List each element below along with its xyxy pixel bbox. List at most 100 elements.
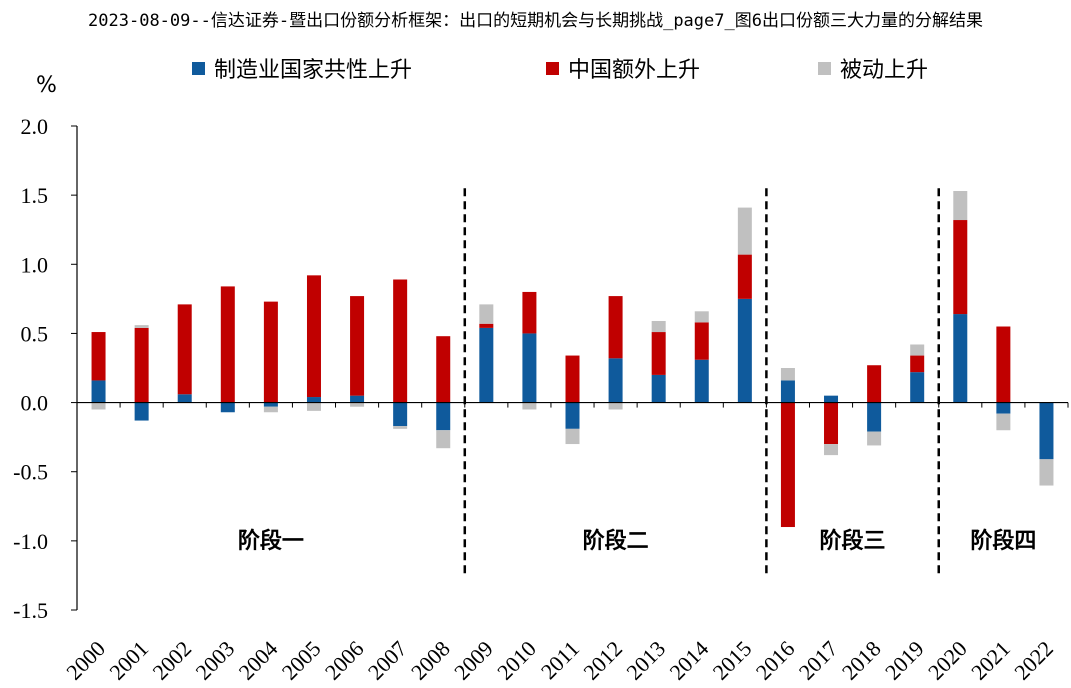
bar-segment [694,311,709,323]
stage-label: 阶段一 [238,528,304,554]
bar-segment [565,428,580,445]
bar-segment [996,326,1011,403]
x-tick-label: 2016 [751,636,800,685]
x-tick-label: 2017 [794,636,843,685]
x-tick-label: 2001 [104,636,153,685]
bar-segment [867,365,882,403]
x-tick-label: 2010 [492,636,541,685]
x-tick-label: 2009 [449,636,498,685]
bar-segment [479,323,494,328]
stage-label: 阶段四 [970,528,1036,554]
legend: 制造业国家共性上升 中国额外上升 被动上升 [192,58,928,83]
bar-segment [436,430,451,449]
bar-segment [824,444,839,456]
bar-segment [824,402,839,445]
y-tick-label: 2.0 [21,114,49,139]
bar-segment [263,406,278,413]
bar-segment [608,402,623,410]
y-tick-label: -0.5 [13,460,48,485]
bar-segment [177,304,192,395]
bar-segment [306,397,321,403]
bar-segment [220,402,235,413]
bar-segment [263,301,278,403]
bar-segment [824,395,839,403]
bar-segment [350,402,365,407]
y-tick-label: -1.0 [13,529,48,554]
bars [91,190,1054,528]
bar-segment [1039,459,1054,486]
bar-segment [953,220,968,315]
bar-segment [134,327,149,403]
x-tick-label: 2005 [277,636,326,685]
x-tick-label: 2004 [234,636,283,685]
stage-label: 阶段二 [583,528,649,554]
bar-segment [91,380,106,403]
bar-segment [608,296,623,359]
legend-label: 被动上升 [840,58,928,83]
bar-segment [306,275,321,398]
legend-swatch [192,62,205,75]
bar-segment [263,402,278,407]
bar-segment [522,291,537,334]
legend-swatch [818,62,831,75]
x-tick-label: 2007 [363,636,412,685]
bar-segment [91,402,106,410]
axes [76,126,1069,610]
bar-segment [350,395,365,403]
x-tick-label: 2011 [536,636,584,684]
x-tick-labels: 2000200120022003200420052006200720082009… [61,636,1058,685]
bar-segment [565,402,580,429]
x-tick-label: 2020 [923,636,972,685]
bar-segment [608,358,623,403]
bar-segment [134,402,149,421]
x-tick-label: 2018 [837,636,886,685]
bar-segment [436,336,451,403]
x-tick-label: 2012 [578,636,627,685]
x-tick-label: 2006 [320,636,369,685]
bar-segment [651,320,666,333]
bar-segment [479,304,494,324]
bar-segment [953,314,968,403]
legend-swatch [546,62,559,75]
bar-segment [436,402,451,431]
x-tick-label: 2003 [191,636,240,685]
bar-segment [306,402,321,411]
legend-label: 中国额外上升 [568,58,700,83]
x-tick-label: 2000 [61,636,110,685]
x-tick-label: 2008 [406,636,455,685]
x-tick-label: 2021 [966,636,1015,685]
bar-segment [953,190,968,221]
bar-segment [910,355,925,373]
bar-segment [393,426,408,429]
y-tick-label: 1.5 [21,183,49,208]
bar-segment [522,402,537,410]
stage-annotations: 阶段一 阶段二 阶段三 阶段四 [238,188,1036,577]
y-tick-label: 1.0 [21,252,49,277]
bar-segment [220,286,235,403]
x-tick-label: 2015 [708,636,757,685]
chart-title: 2023-08-09--信达证券-暨出口份额分析框架：出口的短期机会与长期挑战_… [88,11,983,31]
bar-segment [91,332,106,381]
bar-segment [996,402,1011,414]
x-tick-label: 2014 [665,636,714,685]
stage-label: 阶段三 [820,528,886,554]
bar-segment [780,368,795,381]
bar-segment [1039,402,1054,460]
bar-segment [565,355,580,403]
bar-segment [134,325,149,328]
bar-segment [737,254,752,299]
bar-segment [694,322,709,360]
x-tick-label: 2022 [1009,636,1058,685]
bar-segment [867,431,882,446]
bar-segment [177,394,192,403]
bar-segment [522,333,537,403]
bar-segment [393,402,408,427]
bar-segment [651,374,666,403]
x-tick-label: 2002 [147,636,196,685]
bar-segment [737,298,752,403]
bar-segment [651,332,666,375]
bar-segment [910,344,925,356]
y-tick-label: -1.5 [13,598,48,623]
bar-segment [780,380,795,403]
